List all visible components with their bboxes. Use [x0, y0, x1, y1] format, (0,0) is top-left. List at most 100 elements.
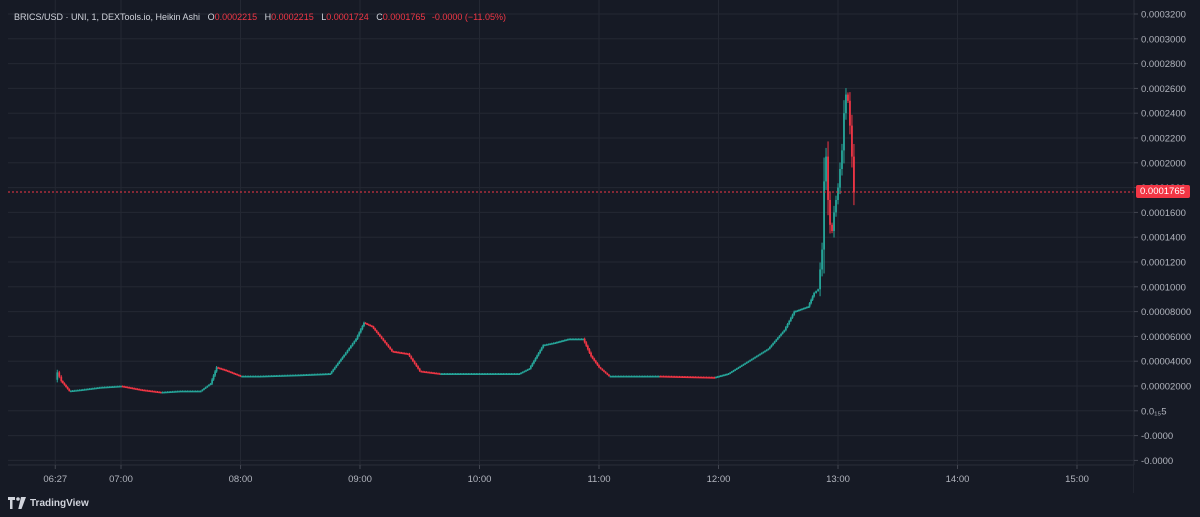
candle [473, 373, 476, 375]
candle [304, 374, 306, 377]
candle [724, 374, 727, 376]
candle [173, 391, 176, 393]
candle [288, 375, 290, 377]
candles-series [56, 88, 855, 394]
candle [333, 367, 336, 370]
candle [680, 376, 682, 378]
candle [560, 340, 563, 343]
candle [363, 322, 365, 326]
candle [786, 324, 789, 328]
candle [550, 343, 553, 345]
candle [571, 338, 574, 341]
candle [297, 374, 300, 377]
candle [322, 373, 325, 376]
candle [379, 334, 381, 337]
candle [599, 367, 602, 369]
candle [335, 365, 338, 368]
candle [515, 373, 518, 375]
candle [833, 212, 835, 231]
candle [497, 373, 500, 375]
candle [164, 391, 167, 394]
candle [604, 371, 607, 374]
candle [656, 376, 659, 378]
candle [710, 377, 713, 379]
candle [103, 387, 106, 389]
candle [793, 311, 796, 315]
candle [113, 386, 116, 388]
time-tick-label: 09:00 [348, 474, 372, 485]
candle [75, 390, 77, 392]
candle [270, 375, 273, 378]
candle [722, 374, 725, 377]
candle [484, 373, 487, 375]
candle [651, 376, 654, 378]
candle [764, 350, 766, 353]
candle [691, 376, 694, 379]
price-tick-label: 0.00008000 [1141, 307, 1191, 318]
candle [673, 376, 676, 378]
candle [291, 375, 294, 377]
candle [672, 376, 674, 378]
candle [755, 356, 758, 358]
candle [622, 376, 625, 378]
candle [465, 373, 468, 375]
candle [545, 344, 548, 346]
candle [176, 391, 179, 393]
candle [727, 373, 730, 375]
candle [166, 391, 169, 394]
candle [163, 391, 166, 394]
candle [504, 373, 506, 375]
candle [705, 377, 708, 379]
candle [781, 332, 784, 334]
candle [540, 347, 543, 351]
high-label: H [264, 12, 272, 22]
candle [654, 376, 657, 378]
candle [742, 364, 745, 366]
candle [126, 386, 129, 389]
candle [168, 391, 171, 394]
candle [349, 345, 352, 349]
candle [645, 376, 647, 378]
candle [477, 373, 479, 375]
candle [699, 376, 702, 379]
candle [636, 376, 639, 378]
candle [702, 377, 705, 379]
candle [65, 385, 67, 387]
symbol-title[interactable]: BRICS/USD · UNI, 1, DEXTools.io, Heikin … [14, 12, 201, 22]
candle [603, 370, 605, 372]
candle [797, 309, 800, 312]
candle [201, 389, 204, 392]
price-tick-label: -0.0000 [1141, 431, 1173, 442]
candle [508, 373, 511, 375]
candle [286, 375, 289, 377]
close-label: C [376, 12, 383, 22]
candle [435, 372, 438, 375]
candle [513, 373, 516, 375]
candle [394, 351, 396, 353]
brand-footer[interactable]: TradingView [8, 497, 89, 509]
candle [348, 348, 351, 351]
candle [225, 369, 228, 372]
candle [845, 94, 847, 114]
candle [505, 373, 508, 375]
candle [801, 308, 803, 311]
time-tick-label: 15:00 [1065, 474, 1089, 485]
candle [231, 372, 234, 374]
candle [627, 376, 630, 378]
candle [572, 338, 575, 341]
candle [635, 376, 638, 378]
candle [108, 386, 111, 389]
candle [562, 340, 564, 342]
candle [199, 390, 202, 393]
candle [105, 386, 107, 389]
candle [93, 388, 96, 390]
candle [657, 376, 660, 378]
price-tick-label: 0.00004000 [1141, 357, 1191, 368]
candle [750, 359, 753, 361]
candle [300, 374, 303, 377]
high-value: 0.0002215 [271, 12, 314, 22]
brand-name: TradingView [30, 497, 89, 509]
candle [620, 376, 623, 378]
candle [534, 358, 537, 361]
